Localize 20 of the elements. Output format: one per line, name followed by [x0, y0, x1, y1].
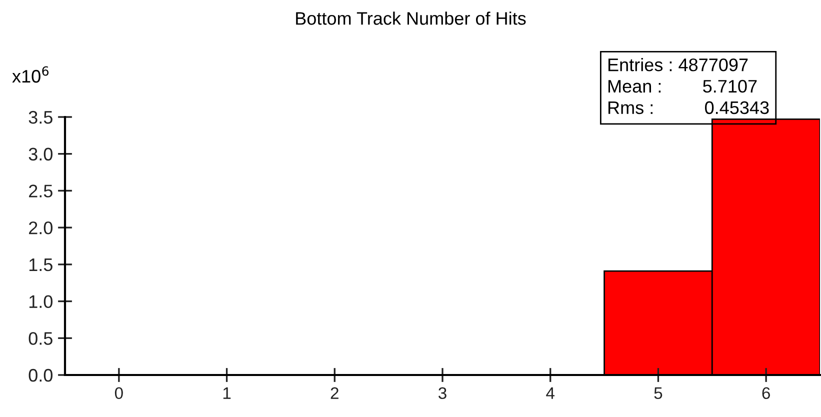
y-tick-label: 1.0: [29, 295, 52, 308]
x-tick-label: 5: [654, 387, 662, 400]
y-tick-label: 0.0: [28, 368, 52, 382]
y-tick-label: 3.0: [28, 148, 52, 161]
text: Entries : 4877097: [608, 58, 748, 72]
text: Mean : 5.7107: [608, 80, 757, 93]
x-tick-label: 0: [114, 387, 123, 400]
y-tick-label: 3.5: [28, 110, 52, 124]
text: Rms : 0.45343: [608, 101, 769, 114]
x-tick-label: 3: [438, 387, 446, 400]
x-tick-label: 4: [546, 387, 555, 399]
x-tick-label: 2: [330, 387, 338, 399]
y-axis-title: x10$^{6}$: [12, 66, 49, 83]
y-tick-label: 2.0: [29, 222, 52, 234]
chart-title: Bottom Track Number of Hits: [296, 12, 526, 25]
y-tick-label: 2.5: [29, 184, 52, 198]
y-tick-label: 0.5: [28, 332, 52, 345]
y-tick-label: 1.5: [29, 258, 52, 272]
x-tick-label: 6: [762, 387, 770, 400]
x-tick-label: 1: [223, 387, 231, 399]
